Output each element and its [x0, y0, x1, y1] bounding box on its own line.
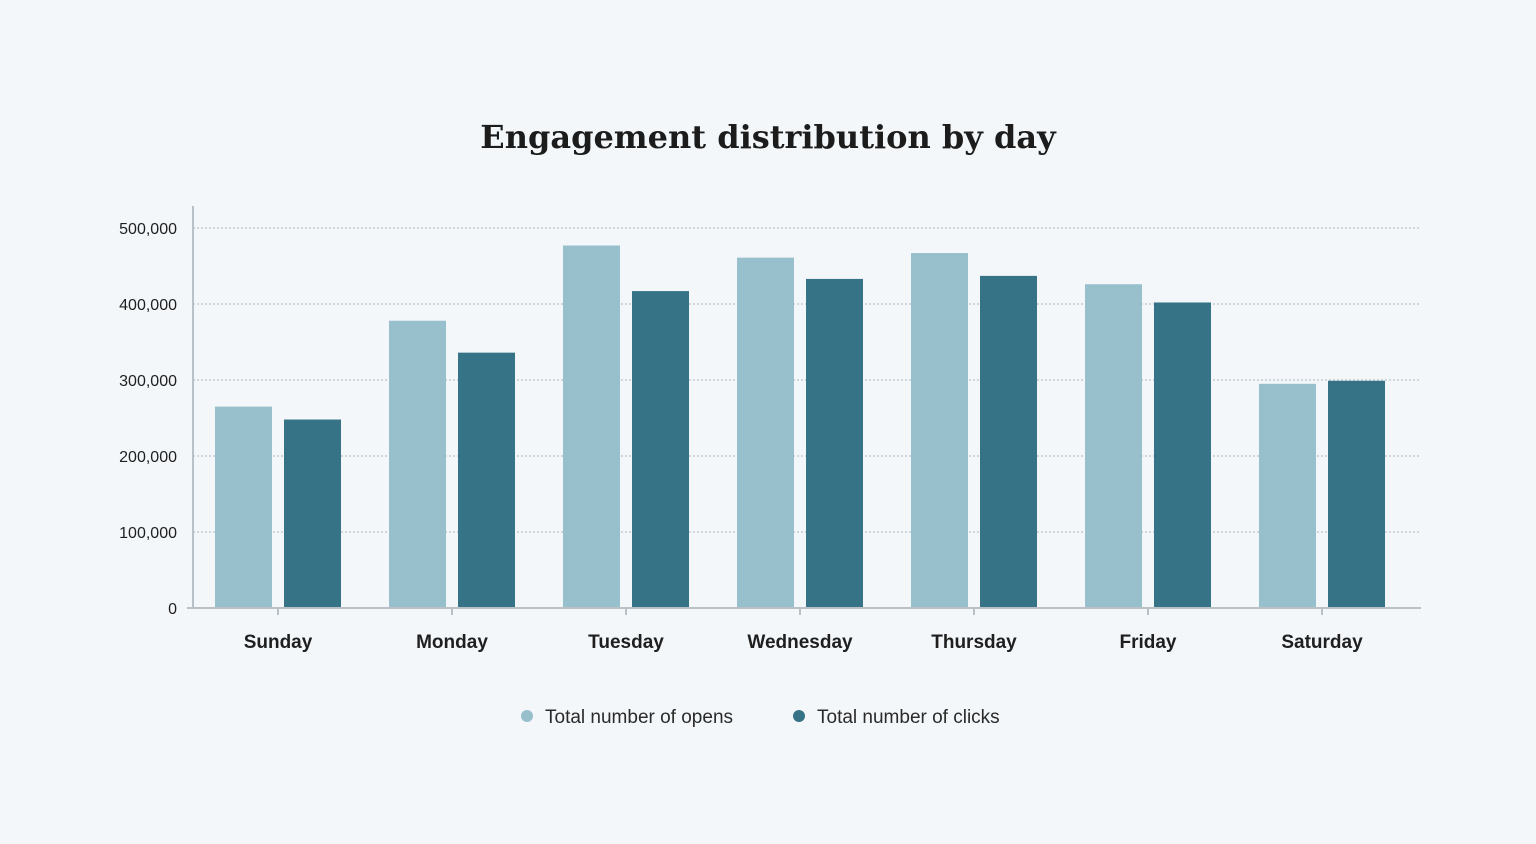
x-tick-label-wednesday: Wednesday	[747, 632, 853, 653]
bar-opens-saturday	[1259, 383, 1316, 608]
bar-opens-tuesday	[563, 245, 620, 609]
y-tick-label: 0	[168, 601, 177, 618]
bar-clicks-sunday	[284, 419, 341, 608]
y-tick-label: 100,000	[119, 525, 177, 542]
y-tick-labels: 0 100,000 200,000 300,000 400,000 500,000	[119, 221, 177, 618]
y-tick-label: 500,000	[119, 221, 177, 238]
legend: Total number of opens Total number of cli…	[521, 707, 1000, 728]
legend-label-opens: Total number of opens	[545, 707, 733, 728]
x-tick-label-saturday: Saturday	[1281, 632, 1363, 653]
bar-clicks-friday	[1154, 302, 1211, 608]
bar-clicks-thursday	[980, 275, 1037, 608]
legend-label-clicks: Total number of clicks	[817, 707, 1000, 728]
bar-clicks-wednesday	[806, 278, 863, 608]
y-tick-label: 400,000	[119, 297, 177, 314]
legend-marker-clicks	[793, 710, 805, 722]
axes	[187, 206, 1421, 615]
x-tick-label-monday: Monday	[416, 632, 488, 653]
x-tick-label-sunday: Sunday	[244, 632, 313, 653]
y-tick-label: 300,000	[119, 373, 177, 390]
x-tick-label-tuesday: Tuesday	[588, 632, 664, 653]
bar-opens-sunday	[215, 406, 272, 608]
bars	[215, 245, 1385, 609]
bar-clicks-tuesday	[632, 291, 689, 608]
chart-title: Engagement distribution by day	[480, 118, 1057, 156]
bar-opens-thursday	[911, 253, 968, 608]
bar-opens-friday	[1085, 284, 1142, 608]
x-tick-labels: Sunday Monday Tuesday Wednesday Thursday Frid…	[244, 632, 1363, 653]
y-tick-label: 200,000	[119, 449, 177, 466]
legend-marker-opens	[521, 710, 533, 722]
x-tick-label-thursday: Thursday	[931, 632, 1017, 653]
x-tick-label-friday: Friday	[1119, 632, 1176, 653]
bar-opens-wednesday	[737, 257, 794, 608]
bar-opens-monday	[389, 320, 446, 608]
bar-clicks-monday	[458, 352, 515, 608]
bar-clicks-saturday	[1328, 380, 1385, 608]
